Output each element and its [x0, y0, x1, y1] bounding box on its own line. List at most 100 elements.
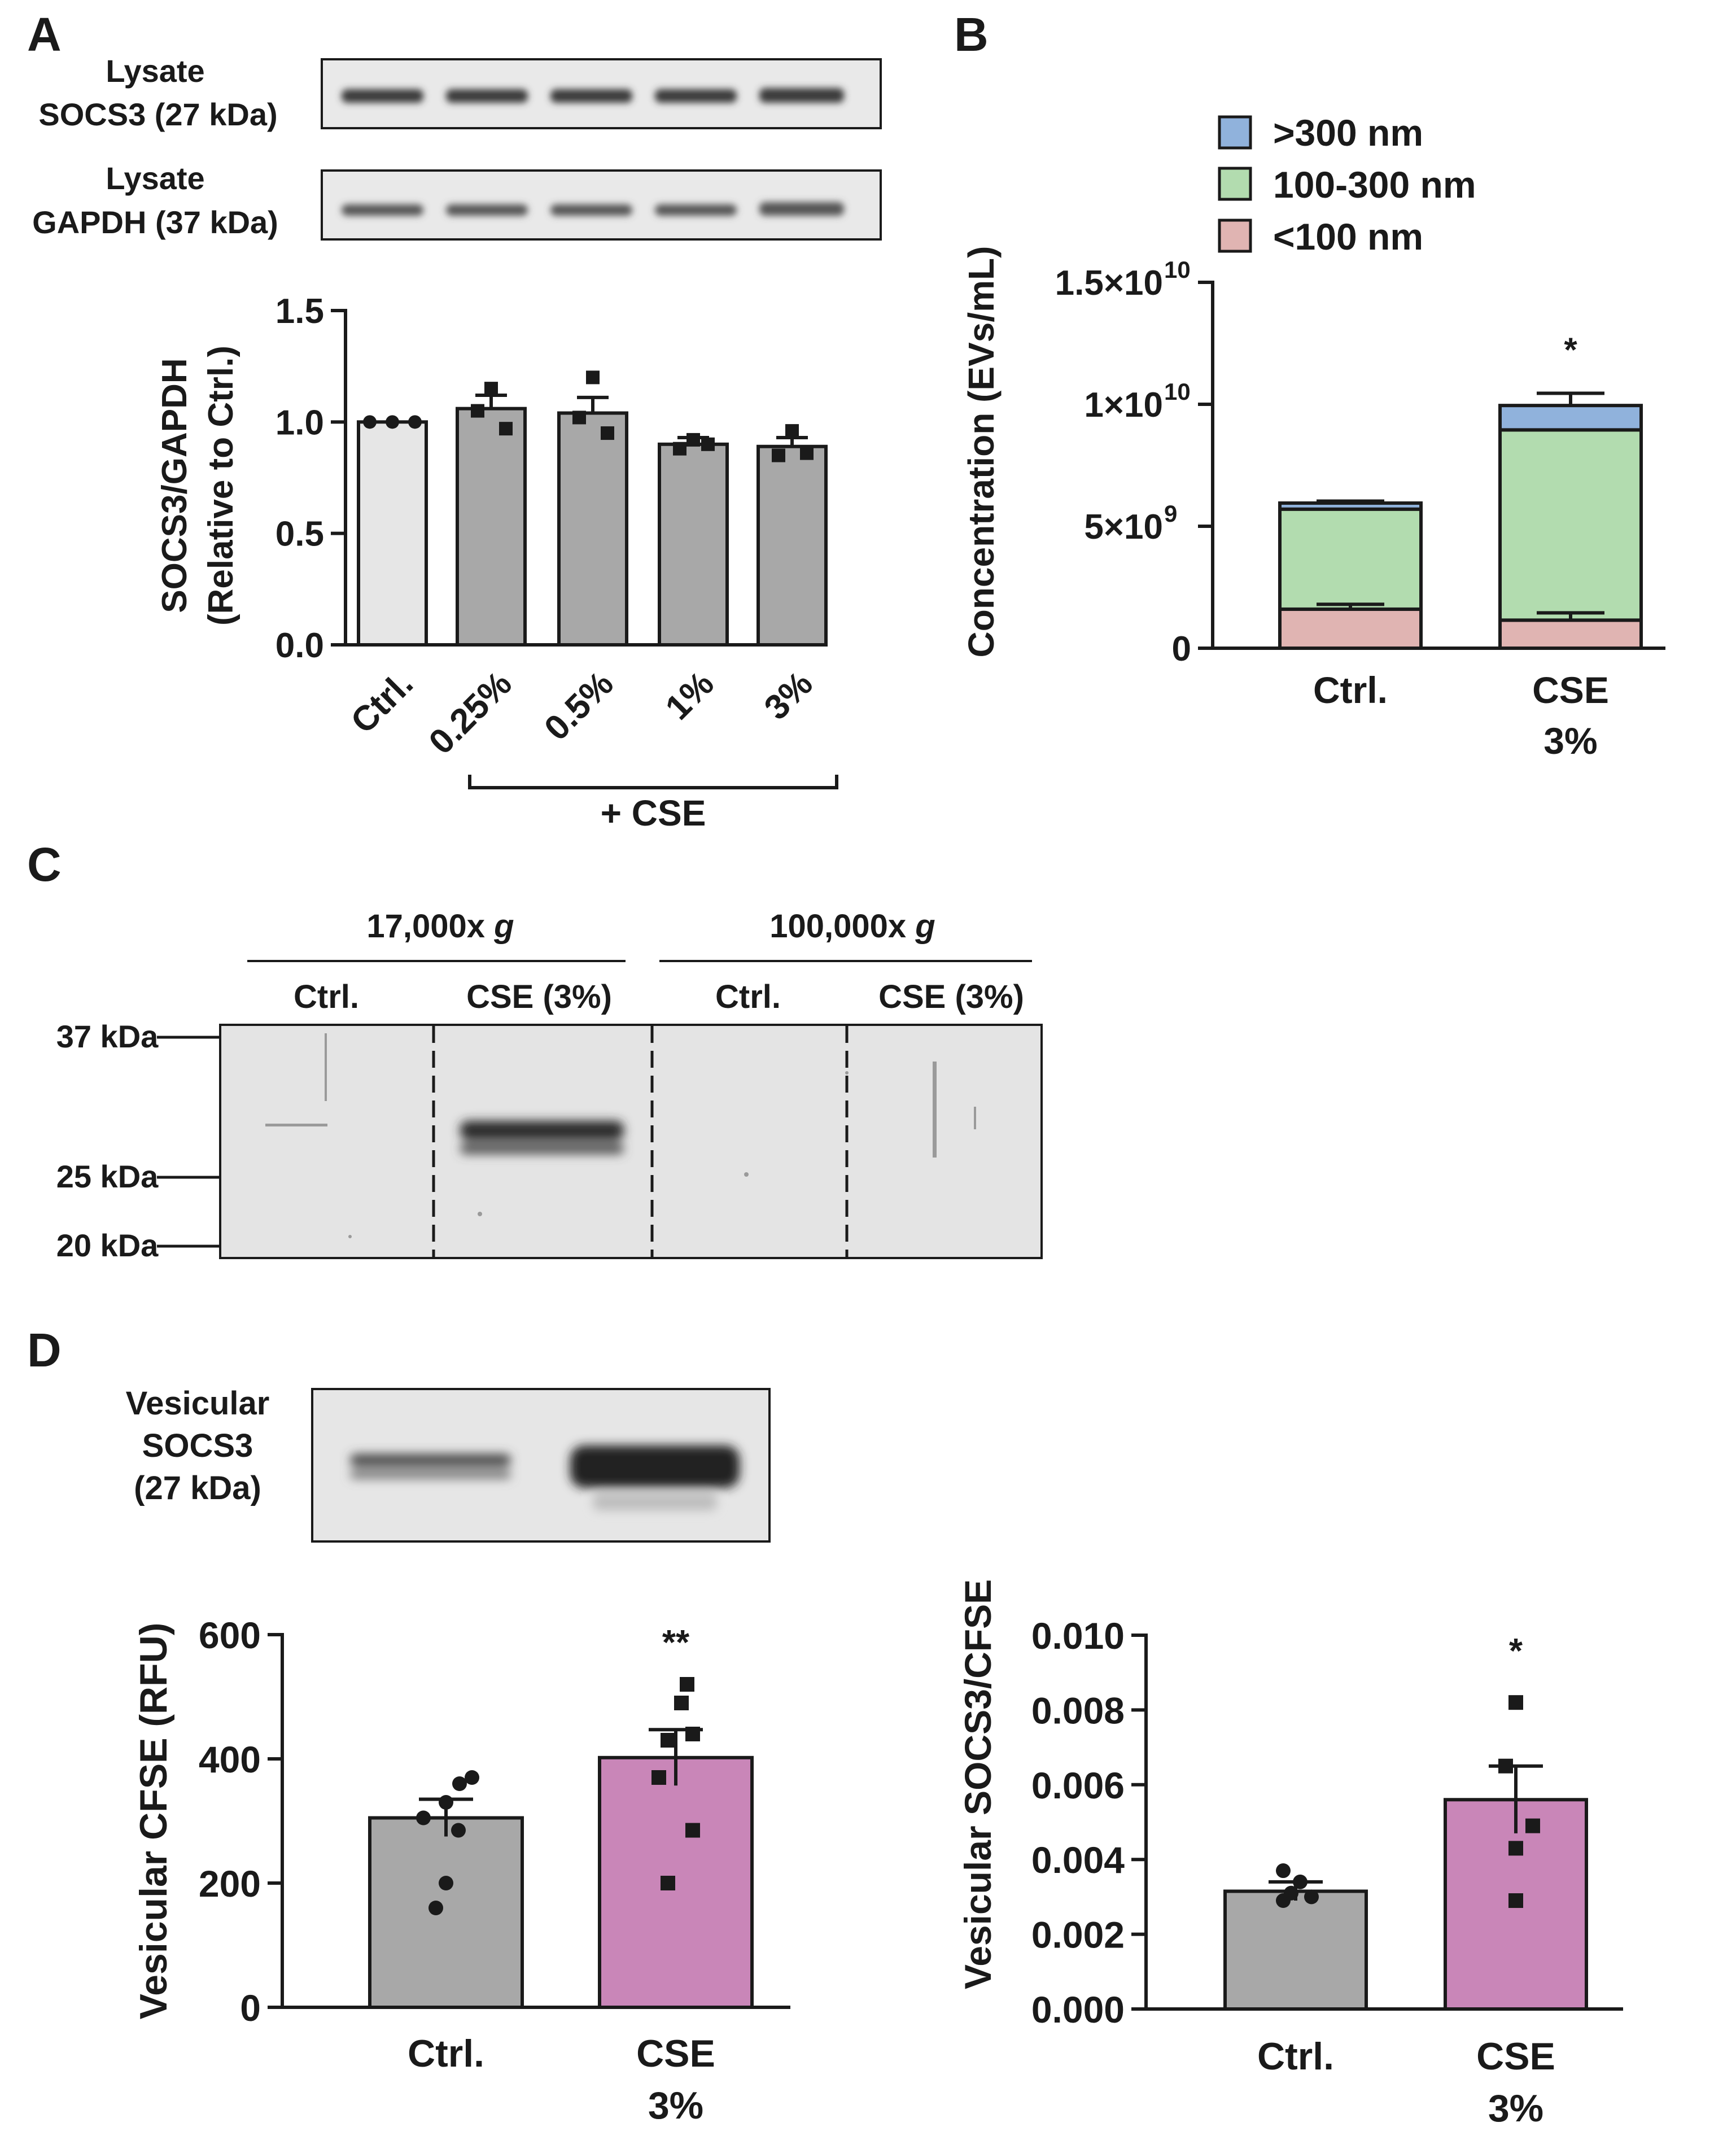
y-tick-label: 0.002 [1031, 1914, 1125, 1956]
y-tick-label: 1.5×10 [1055, 264, 1163, 303]
ves-blot-label-line3: (27 kDa) [134, 1470, 261, 1506]
y-axis-label: Concentration (EVs/mL) [961, 246, 1002, 658]
data-point [685, 1823, 700, 1838]
data-point [471, 404, 484, 418]
y-axis-label-line2: (Relative to Ctrl.) [202, 346, 240, 626]
y-tick-label: 400 [199, 1739, 261, 1780]
x-tick-label: Ctrl. [343, 664, 420, 741]
data-point [452, 1776, 467, 1791]
data-point [772, 448, 785, 462]
data-point [1304, 1889, 1319, 1905]
chart-a: 0.0 0.5 1.0 1.5 Ctrl. 0.25% 0.5% 1% 3% SOCS3/GAPD… [155, 292, 828, 762]
y-tick-label: 1.0 [276, 403, 324, 442]
bar [557, 411, 628, 647]
legend-label-small: <100 nm [1273, 216, 1423, 257]
marker-37kda: 37 kDa [56, 1019, 159, 1054]
data-point [572, 410, 586, 425]
data-point [680, 1677, 694, 1692]
data-point [601, 426, 614, 440]
bar [1223, 1889, 1368, 2011]
legend-swatch-mid [1218, 167, 1252, 201]
bar-segment-mid [1498, 428, 1643, 622]
y-tick-label: 0.004 [1031, 1839, 1125, 1881]
blot-specks [265, 1033, 976, 1238]
data-point [685, 1727, 700, 1741]
blot-bands [350, 1445, 740, 1510]
panel-a-letter: A [27, 8, 62, 61]
socs3-lysate-blot [321, 58, 882, 129]
cse-group-label: + CSE [601, 793, 706, 833]
y-tick-exponent: 9 [1164, 500, 1177, 527]
data-point [586, 370, 600, 385]
cse-group-bracket: + CSE [468, 775, 838, 833]
bar-segment-mid [1278, 507, 1423, 611]
group1-header: 17,000x g [366, 908, 514, 945]
y-axis-label: Vesicular CFSE (RFU) [132, 1623, 175, 2020]
chart-d-cfse: 0 200 400 600 Ctrl. CSE 3% ** Vesicular CFSE (RF… [132, 1614, 790, 2127]
data-point [386, 415, 399, 429]
data-point [701, 437, 715, 451]
legend-label-mid: 100-300 nm [1273, 164, 1476, 206]
panel-c: C 17,000x g 100,000x g Ctrl. CSE (3%) Ct… [27, 838, 1043, 1263]
data-point [465, 1770, 479, 1785]
x-tick-label: 3% [648, 2084, 703, 2127]
data-point [439, 1795, 453, 1810]
data-point [785, 424, 799, 438]
data-point [651, 1770, 666, 1785]
bar [456, 407, 527, 647]
bar [357, 420, 428, 647]
x-tick-label: 3% [1543, 720, 1597, 762]
blot1-label-line2: SOCS3 (27 kDa) [38, 97, 277, 132]
x-tick-label: CSE [636, 2032, 715, 2075]
lane-label-ctrl-1: Ctrl. [294, 979, 359, 1015]
y-tick-label: 0.010 [1031, 1615, 1125, 1657]
data-point [1276, 1863, 1291, 1879]
y-tick-label: 0.5 [276, 515, 324, 554]
panel-d: D Vesicular SOCS3 (27 kDa) 0 200 400 600 Ctr… [27, 1324, 1623, 2130]
x-tick-label: 1% [658, 664, 721, 727]
data-point [363, 415, 377, 429]
legend-swatch-small [1218, 219, 1252, 253]
ves-blot-label-line1: Vesicular [126, 1385, 270, 1422]
y-tick-label: 0 [240, 1987, 261, 2029]
y-tick-label: 0.0 [276, 626, 324, 665]
data-point [674, 1696, 689, 1710]
y-tick-label: 200 [199, 1863, 261, 1905]
x-tick-label: Ctrl. [1313, 669, 1388, 711]
bar [598, 1755, 754, 2010]
data-point [661, 1876, 675, 1890]
x-tick-label: 3% [757, 664, 820, 727]
significance-marker: * [1509, 1632, 1523, 1671]
y-tick-label: 1.5 [276, 292, 324, 331]
data-point [1508, 1695, 1523, 1710]
panel-a: A Lysate SOCS3 (27 kDa) Lysate GAPDH (37… [27, 8, 882, 833]
legend-swatch-large [1218, 115, 1252, 150]
panel-b: B >300 nm 100-300 nm <100 nm 05×10 91×10 1… [954, 8, 1665, 762]
data-point [673, 442, 686, 456]
blot-bands [460, 1121, 624, 1154]
data-point [1508, 1893, 1523, 1908]
data-point [484, 382, 498, 396]
data-point [1525, 1818, 1540, 1833]
y-axis-label: Vesicular SOCS3/CFSE [957, 1579, 999, 1989]
bar [368, 1816, 524, 2009]
marker-25kda: 25 kDa [56, 1159, 159, 1194]
x-tick-label: 0.25% [422, 664, 519, 762]
y-tick-label: 5×10 [1084, 508, 1163, 547]
data-point [408, 415, 422, 429]
gapdh-lysate-blot [321, 169, 882, 241]
y-tick-label: 1×10 [1084, 386, 1163, 425]
x-tick-label: 0.5% [537, 664, 621, 748]
panel-c-letter: C [27, 838, 62, 891]
significance-marker: * [1564, 331, 1577, 369]
lane-label-cse-1: CSE (3%) [466, 979, 612, 1015]
blot-bands [342, 88, 844, 103]
blot2-label-line2: GAPDH (37 kDa) [32, 204, 278, 240]
lane-dividers [432, 1026, 849, 1257]
ves-blot-label-line2: SOCS3 [142, 1427, 253, 1464]
bar-segment-small [1498, 618, 1643, 650]
y-axis-label-line1: SOCS3/GAPDH [155, 358, 194, 613]
vesicular-socs3-blot [311, 1388, 771, 1543]
